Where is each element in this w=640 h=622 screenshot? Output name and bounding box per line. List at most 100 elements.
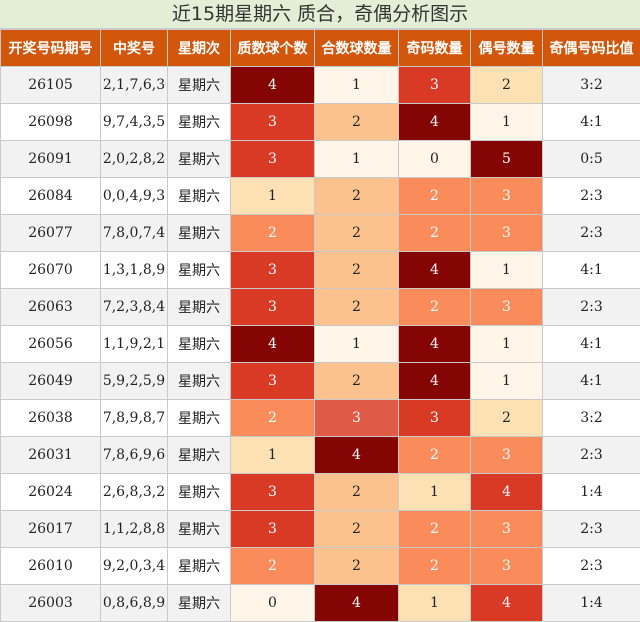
cell-prime-count: 3 (231, 511, 315, 548)
cell-composite-count: 2 (315, 548, 399, 585)
cell-period: 26010 (1, 548, 101, 585)
cell-composite-count: 4 (315, 437, 399, 474)
cell-odd-count: 1 (399, 585, 471, 622)
cell-composite-count: 2 (315, 252, 399, 289)
cell-numbers: 7,8,6,9,6 (101, 437, 168, 474)
cell-numbers: 1,1,9,2,1 (101, 326, 168, 363)
cell-period: 26070 (1, 252, 101, 289)
stats-table: 开奖号码期号 中奖号 星期次 质数球个数 合数球数量 奇码数量 偶号数量 奇偶号… (0, 29, 640, 622)
cell-numbers: 7,2,3,8,4 (101, 289, 168, 326)
cell-period: 26098 (1, 104, 101, 141)
cell-weekday: 星期六 (168, 585, 231, 622)
cell-composite-count: 2 (315, 289, 399, 326)
cell-composite-count: 4 (315, 585, 399, 622)
cell-period: 26038 (1, 400, 101, 437)
cell-period: 26003 (1, 585, 101, 622)
cell-period: 26024 (1, 474, 101, 511)
cell-numbers: 1,1,2,8,8 (101, 511, 168, 548)
header-odd-count: 奇码数量 (399, 30, 471, 67)
cell-weekday: 星期六 (168, 289, 231, 326)
cell-prime-count: 3 (231, 141, 315, 178)
cell-period: 26091 (1, 141, 101, 178)
cell-odd-even-ratio: 2:3 (543, 511, 640, 548)
cell-period: 26049 (1, 363, 101, 400)
cell-weekday: 星期六 (168, 252, 231, 289)
cell-period: 26056 (1, 326, 101, 363)
header-numbers: 中奖号 (101, 30, 168, 67)
cell-prime-count: 3 (231, 289, 315, 326)
cell-numbers: 7,8,0,7,4 (101, 215, 168, 252)
cell-even-count: 2 (471, 67, 543, 104)
cell-odd-even-ratio: 0:5 (543, 141, 640, 178)
cell-weekday: 星期六 (168, 141, 231, 178)
cell-odd-count: 2 (399, 437, 471, 474)
cell-composite-count: 2 (315, 511, 399, 548)
cell-period: 26077 (1, 215, 101, 252)
cell-composite-count: 3 (315, 400, 399, 437)
cell-odd-even-ratio: 2:3 (543, 215, 640, 252)
cell-even-count: 1 (471, 252, 543, 289)
cell-weekday: 星期六 (168, 511, 231, 548)
cell-prime-count: 3 (231, 104, 315, 141)
cell-weekday: 星期六 (168, 326, 231, 363)
cell-even-count: 3 (471, 178, 543, 215)
cell-weekday: 星期六 (168, 437, 231, 474)
cell-weekday: 星期六 (168, 474, 231, 511)
cell-odd-count: 4 (399, 104, 471, 141)
cell-even-count: 4 (471, 585, 543, 622)
cell-prime-count: 1 (231, 437, 315, 474)
cell-odd-count: 2 (399, 215, 471, 252)
cell-odd-count: 1 (399, 474, 471, 511)
cell-odd-count: 2 (399, 511, 471, 548)
page-title: 近15期星期六 质合，奇偶分析图示 (0, 0, 640, 29)
cell-odd-even-ratio: 2:3 (543, 178, 640, 215)
cell-even-count: 1 (471, 363, 543, 400)
cell-odd-count: 3 (399, 400, 471, 437)
cell-prime-count: 4 (231, 67, 315, 104)
cell-odd-count: 2 (399, 289, 471, 326)
cell-odd-even-ratio: 2:3 (543, 548, 640, 585)
cell-numbers: 0,8,6,8,9 (101, 585, 168, 622)
cell-prime-count: 2 (231, 548, 315, 585)
cell-odd-count: 4 (399, 363, 471, 400)
cell-composite-count: 1 (315, 67, 399, 104)
cell-odd-even-ratio: 1:4 (543, 585, 640, 622)
cell-period: 26031 (1, 437, 101, 474)
cell-period: 26105 (1, 67, 101, 104)
cell-even-count: 4 (471, 474, 543, 511)
cell-prime-count: 3 (231, 252, 315, 289)
cell-numbers: 2,1,7,6,3 (101, 67, 168, 104)
cell-weekday: 星期六 (168, 400, 231, 437)
cell-odd-even-ratio: 4:1 (543, 252, 640, 289)
header-weekday: 星期次 (168, 30, 231, 67)
cell-even-count: 3 (471, 511, 543, 548)
cell-odd-even-ratio: 3:2 (543, 400, 640, 437)
cell-odd-count: 4 (399, 326, 471, 363)
cell-even-count: 3 (471, 289, 543, 326)
cell-numbers: 0,0,4,9,3 (101, 178, 168, 215)
cell-even-count: 1 (471, 104, 543, 141)
cell-weekday: 星期六 (168, 104, 231, 141)
cell-prime-count: 0 (231, 585, 315, 622)
cell-numbers: 2,0,2,8,2 (101, 141, 168, 178)
cell-prime-count: 2 (231, 400, 315, 437)
cell-odd-count: 3 (399, 67, 471, 104)
cell-composite-count: 2 (315, 474, 399, 511)
